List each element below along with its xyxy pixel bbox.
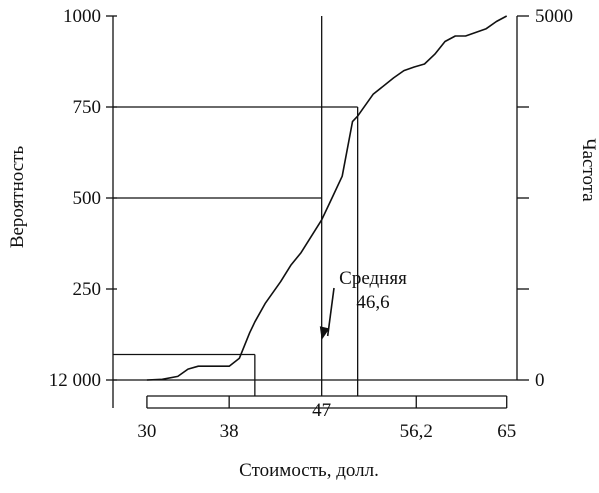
right-axis-title: Частота <box>578 138 599 202</box>
plot-frame <box>112 16 518 409</box>
left-tick-label-4: 1000 <box>63 6 101 27</box>
x-tick-label-0: 30 <box>137 421 156 442</box>
mean-annotation-label: Средняя <box>339 268 407 289</box>
x-tick-label-2: 56,2 <box>400 421 433 442</box>
x-axis-title: Стоимость, долл. <box>239 460 379 481</box>
right-tick-label-1: 5000 <box>535 6 573 27</box>
left-axis-title: Вероятность <box>7 146 28 249</box>
left-tick-label-1: 250 <box>73 279 102 300</box>
x-tick-label-3: 65 <box>497 421 516 442</box>
cumulative-curve <box>146 15 508 381</box>
mean-arrow-group <box>319 287 335 340</box>
cumulative-curve-group <box>146 15 508 381</box>
x-upper-tick-label-0: 47 <box>312 400 331 421</box>
guide-lines <box>113 16 359 396</box>
axis-ticks: 12 000 250 500 750 1000 0 5000 30 38 56,2 65 47 <box>49 6 573 442</box>
mean-annotation-value: 46,6 <box>356 292 389 313</box>
left-tick-label-2: 500 <box>73 188 102 209</box>
mean-arrow-shaft <box>326 287 335 337</box>
left-tick-label-0: 12 000 <box>49 370 101 391</box>
x-tick-label-1: 38 <box>220 421 239 442</box>
left-tick-label-3: 750 <box>73 97 102 118</box>
mean-arrow-head <box>319 326 330 340</box>
right-tick-label-0: 0 <box>535 370 545 391</box>
